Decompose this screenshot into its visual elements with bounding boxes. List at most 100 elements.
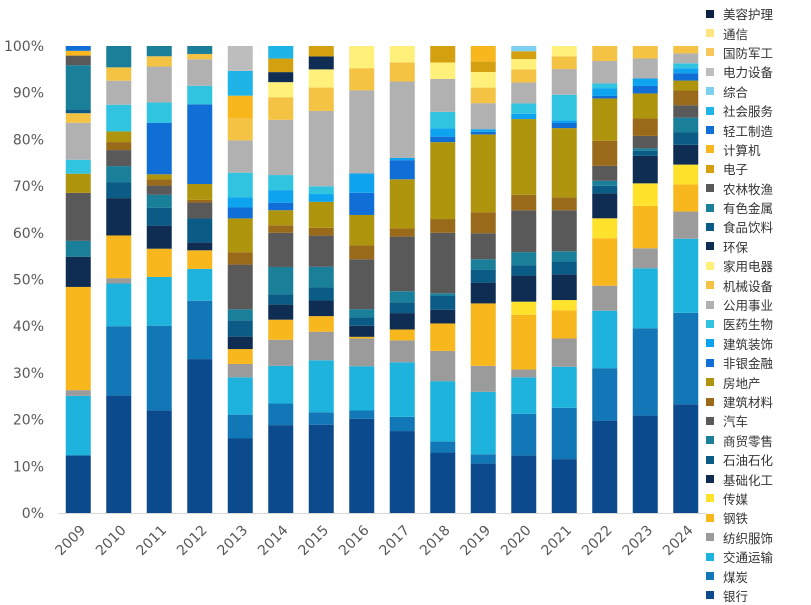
bar-segment-2017-3	[389, 340, 415, 363]
legend-label: 纺织服饰	[723, 530, 774, 546]
legend-label: 建筑材料	[723, 395, 774, 410]
bar-segment-2015-6	[308, 300, 334, 317]
legend-label: 有色金属	[723, 201, 774, 217]
legend-swatch	[706, 242, 714, 251]
legend-item: 纺织服饰	[706, 528, 810, 547]
x-tick-label: 2018	[417, 523, 454, 560]
bar-segment-2023-5	[632, 183, 658, 206]
bar-segment-2014-10	[268, 225, 294, 233]
x-tick-label: 2017	[377, 523, 414, 560]
legend-label: 食品饮料	[723, 220, 774, 236]
bar-segment-2019-16	[470, 87, 496, 104]
bar-segment-2024-7	[673, 132, 699, 145]
legend-swatch	[706, 416, 714, 425]
bar-segment-2024-6	[673, 144, 699, 165]
y-tick-label: 70%	[13, 179, 44, 195]
bar-segment-2009-20	[65, 65, 91, 110]
legend-item: 交通运输	[706, 547, 810, 566]
bar-segment-2011-7	[146, 207, 172, 226]
y-tick-label: 80%	[13, 132, 44, 148]
legend-item: 电力设备	[706, 62, 810, 81]
x-tick-label: 2023	[620, 523, 657, 560]
bar-segment-2012-20	[187, 46, 213, 54]
bar-segment-2022-7	[592, 185, 618, 194]
legend-label: 汽车	[723, 414, 749, 430]
bar-segment-2010-10	[106, 142, 132, 151]
bar-segment-2024-15	[673, 53, 699, 64]
bar-segment-2024-10	[673, 90, 699, 106]
bar-segment-2023-8	[632, 148, 658, 151]
legend-item: 综合	[706, 82, 810, 101]
bar-segment-2015-13	[308, 194, 334, 202]
bar-segment-2021-13	[551, 120, 577, 123]
x-tick-label: 2014	[255, 522, 292, 559]
legend-swatch	[706, 145, 714, 154]
bar-segment-2024-14	[673, 63, 699, 69]
legend-swatch	[706, 261, 714, 270]
bar-segment-2013-0	[227, 438, 253, 513]
bar-segment-2021-12	[551, 122, 577, 129]
bar-segment-2009-24	[65, 46, 91, 51]
legend-item: 汽车	[706, 411, 810, 430]
bar-segment-2013-6	[227, 336, 253, 350]
bar-segment-2016-17	[349, 46, 375, 69]
bar-segment-2021-14	[551, 94, 577, 121]
bar-segment-2017-2	[389, 362, 415, 417]
bar-segment-2013-1	[227, 414, 253, 439]
legend-item: 农林牧渔	[706, 179, 810, 198]
bar-segment-2017-13	[389, 157, 415, 161]
legend-item: 建筑材料	[706, 392, 810, 411]
bar-segment-2009-8	[65, 240, 91, 257]
legend-label: 电力设备	[723, 65, 774, 81]
bar-segment-2017-17	[389, 46, 415, 63]
legend-swatch	[706, 48, 714, 57]
bar-segment-2021-8	[551, 251, 577, 262]
legend-label: 轻工制造	[723, 123, 774, 139]
bar-segment-2019-6	[470, 282, 496, 304]
legend-swatch	[706, 494, 714, 503]
bar-segment-2014-1	[268, 403, 294, 426]
legend-swatch	[706, 203, 714, 212]
bar-segment-2015-7	[308, 287, 334, 301]
legend-swatch	[706, 87, 714, 96]
bar-segment-2016-2	[349, 366, 375, 411]
bar-segment-2019-8	[470, 259, 496, 270]
legend-item: 建筑装饰	[706, 334, 810, 353]
bar-segment-2022-12	[592, 95, 618, 99]
bar-segment-2018-4	[430, 323, 456, 351]
legend-label: 银行	[723, 588, 749, 604]
bar-segment-2017-0	[389, 431, 415, 513]
legend-swatch	[706, 319, 714, 328]
bar-segment-2016-10	[349, 245, 375, 260]
legend-swatch	[706, 300, 714, 309]
bar-segment-2023-4	[632, 205, 658, 249]
bar-segment-2020-9	[511, 210, 537, 253]
bar-segment-2024-11	[673, 80, 699, 91]
bar-segment-2012-10	[187, 199, 213, 203]
legend-item: 钢铁	[706, 508, 810, 527]
bar-segment-2024-0	[673, 404, 699, 513]
bar-segment-2021-3	[551, 338, 577, 367]
bar-segment-2018-10	[430, 219, 456, 233]
x-tick-label: 2009	[53, 523, 90, 560]
bar-segment-2024-12	[673, 73, 699, 81]
bar-segment-2017-1	[389, 416, 415, 432]
bar-segment-2013-3	[227, 363, 253, 378]
bar-segment-2014-7	[268, 294, 294, 305]
bar-segment-2019-12	[470, 131, 496, 135]
legend-swatch	[706, 591, 714, 600]
legend-item: 医药生物	[706, 314, 810, 333]
bar-segment-2009-11	[65, 173, 91, 193]
bar-segment-2018-7	[430, 295, 456, 310]
bar-segment-2024-8	[673, 117, 699, 133]
bar-segment-2012-1	[187, 300, 213, 360]
bar-segment-2012-6	[187, 242, 213, 251]
bar-segment-2023-12	[632, 85, 658, 94]
legend-swatch	[706, 358, 714, 367]
legend-label: 电子	[723, 162, 749, 178]
bar-segment-2014-15	[268, 119, 294, 176]
bar-segment-2013-16	[227, 118, 253, 141]
legend-label: 煤炭	[723, 569, 749, 585]
bar-segment-2022-3	[592, 285, 618, 311]
bar-segment-2014-9	[268, 232, 294, 267]
